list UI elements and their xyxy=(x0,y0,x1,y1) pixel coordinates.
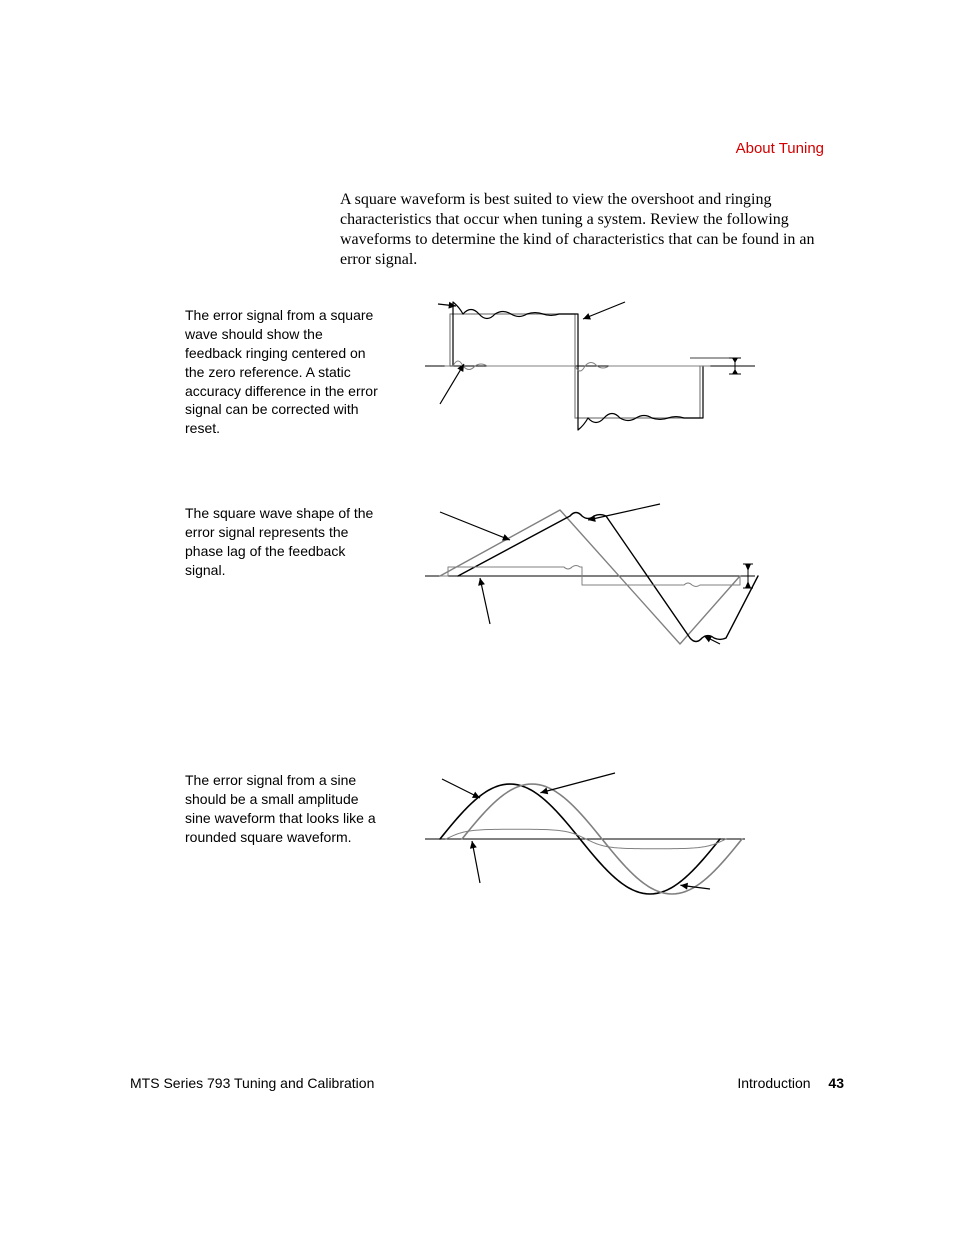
footer-doc-title: MTS Series 793 Tuning and Calibration xyxy=(130,1075,374,1091)
figure-block-2: The square wave shape of the error signa… xyxy=(185,504,825,580)
section-header: About Tuning xyxy=(736,140,824,157)
page-footer: MTS Series 793 Tuning and Calibration In… xyxy=(130,1075,844,1095)
waveform-diagram-2 xyxy=(420,494,760,664)
page: About Tuning A square waveform is best s… xyxy=(0,0,954,1235)
figure-caption-1: The error signal from a square wave shou… xyxy=(185,306,380,438)
footer-right: Introduction 43 xyxy=(737,1075,844,1091)
page-number: 43 xyxy=(828,1075,844,1091)
footer-section-label: Introduction xyxy=(737,1075,810,1091)
figure-caption-2: The square wave shape of the error signa… xyxy=(185,504,380,580)
waveform-diagram-1 xyxy=(420,296,760,446)
figure-caption-3: The error signal from a sine should be a… xyxy=(185,771,380,847)
waveform-diagram-3 xyxy=(420,761,750,911)
figure-block-3: The error signal from a sine should be a… xyxy=(185,771,825,847)
intro-paragraph: A square waveform is best suited to view… xyxy=(340,190,830,270)
figure-block-1: The error signal from a square wave shou… xyxy=(185,306,825,438)
